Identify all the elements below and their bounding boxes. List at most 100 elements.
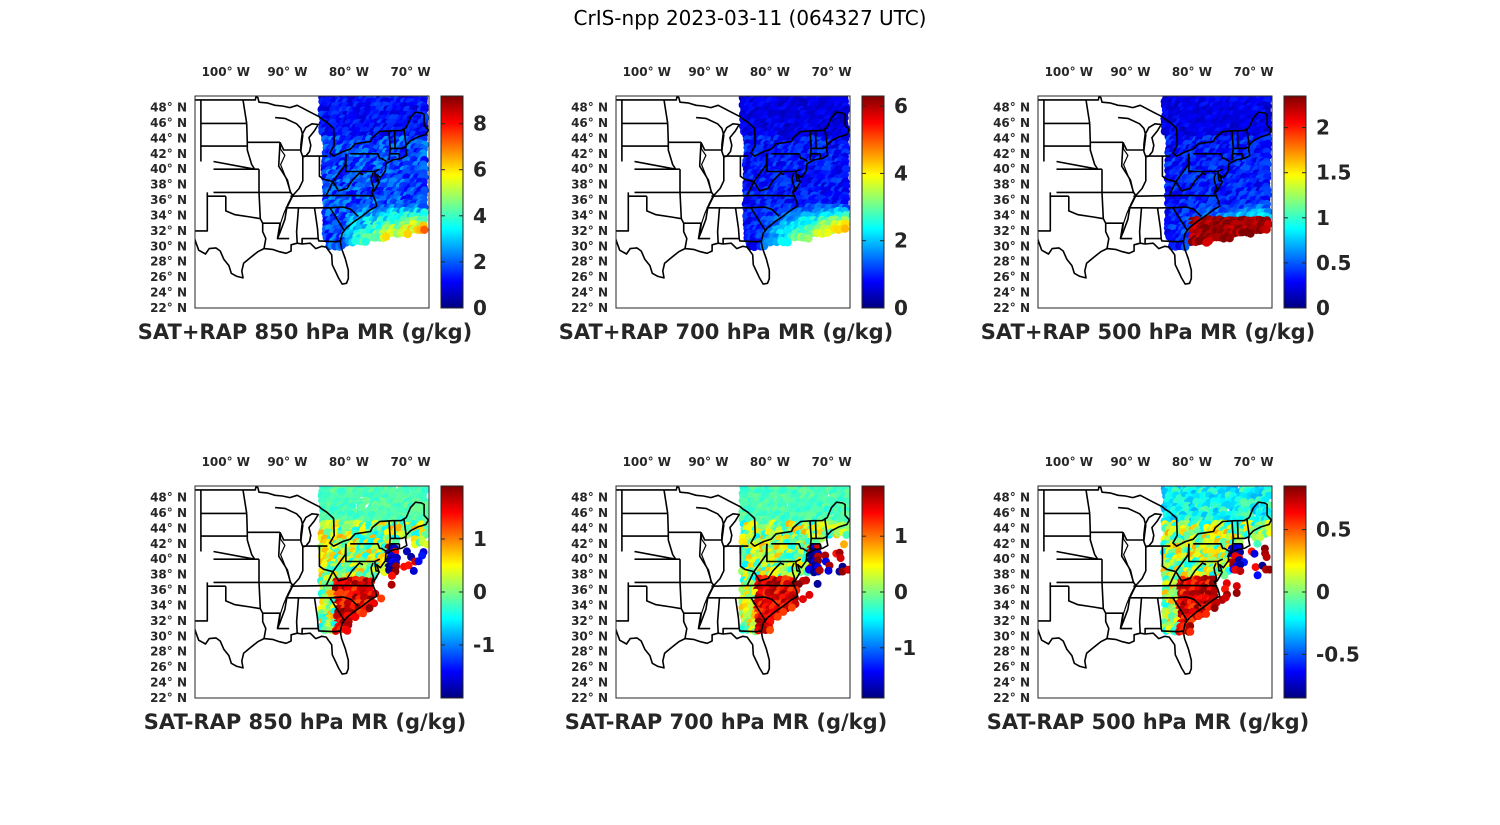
lat-tick-label: 46° N	[150, 506, 187, 520]
lon-tick-label: 90° W	[1110, 65, 1150, 79]
coastline	[616, 96, 850, 285]
data-point	[1204, 236, 1213, 246]
lat-tick-label: 26° N	[150, 660, 187, 674]
lat-tick-label: 42° N	[571, 147, 608, 161]
state-border	[1175, 172, 1207, 192]
lat-tick-label: 28° N	[993, 255, 1030, 269]
lat-tick-label: 48° N	[571, 101, 608, 115]
colorbar-tick-label: 0	[894, 296, 908, 320]
lat-tick-label: 38° N	[571, 178, 608, 192]
map-frame	[615, 95, 851, 309]
state-border	[374, 171, 380, 182]
data-point	[343, 626, 352, 635]
lon-tick-label: 100° W	[623, 65, 671, 79]
state-border	[746, 181, 755, 196]
state-border	[1172, 207, 1188, 231]
lat-tick-label: 46° N	[150, 116, 187, 130]
colorbar	[1283, 95, 1307, 309]
lat-tick-label: 26° N	[150, 270, 187, 284]
state-border	[225, 196, 260, 220]
map-frame	[615, 485, 851, 699]
lat-tick-label: 32° N	[150, 614, 187, 628]
state-border	[1168, 181, 1177, 196]
data-point	[359, 609, 367, 618]
data-point	[813, 579, 822, 588]
state-border	[403, 128, 407, 146]
lon-tick-label: 90° W	[688, 65, 728, 79]
state-border	[390, 536, 406, 540]
lat-tick-label: 32° N	[571, 224, 608, 238]
state-border	[279, 141, 301, 151]
state-border	[1038, 192, 1052, 232]
state-border	[753, 172, 785, 192]
data-point	[802, 576, 811, 585]
data-point	[423, 540, 429, 549]
state-border	[1193, 153, 1230, 163]
state-border	[242, 99, 248, 124]
colorbar-tick-label: 1	[473, 527, 487, 551]
lat-tick-label: 34° N	[150, 599, 187, 613]
coastline	[1038, 96, 1272, 285]
state-border	[713, 546, 725, 586]
map-plot: 100° W 90° W 80° W 70° W48° N46° N44° N42° …	[993, 455, 1360, 705]
data-layer	[738, 96, 850, 252]
lat-tick-label: 36° N	[571, 583, 608, 597]
state-border	[711, 584, 796, 587]
state-outlines	[195, 96, 429, 285]
lat-tick-label: 46° N	[571, 116, 608, 130]
lat-tick-label: 26° N	[571, 660, 608, 674]
lat-tick-label: 38° N	[150, 178, 187, 192]
state-border	[1160, 238, 1184, 243]
coastline	[195, 486, 429, 675]
data-point	[844, 565, 850, 574]
state-border	[1246, 128, 1250, 146]
lat-tick-label: 22° N	[150, 691, 187, 705]
colorbar-tick-label: 0	[473, 580, 487, 604]
state-border	[350, 543, 387, 553]
state-border	[393, 130, 396, 149]
lat-tick-label: 32° N	[150, 224, 187, 238]
lat-tick-label: 38° N	[993, 178, 1030, 192]
lat-tick-label: 24° N	[571, 286, 608, 300]
data-point	[783, 238, 792, 247]
state-border	[1085, 99, 1091, 124]
data-point	[351, 613, 360, 622]
lat-tick-label: 36° N	[150, 583, 187, 597]
lon-tick-label: 80° W	[1172, 65, 1212, 79]
state-border	[1101, 192, 1110, 249]
panel-sat-rap-sum-500: 100° W 90° W 80° W 70° W 48° N 46° N 44° N 42° …	[968, 60, 1352, 350]
state-border	[1068, 196, 1103, 220]
state-border	[279, 531, 301, 541]
lat-tick-label: 42° N	[571, 537, 608, 551]
data-point	[787, 603, 796, 612]
state-border	[290, 584, 375, 587]
lat-tick-label: 44° N	[150, 521, 187, 535]
lat-tick-label: 44° N	[150, 131, 187, 145]
state-border	[213, 160, 255, 170]
state-border	[345, 153, 381, 173]
state-outlines	[1038, 96, 1272, 285]
colorbar-tick-label: 0.5	[1316, 251, 1351, 275]
state-border	[242, 489, 248, 514]
state-border	[225, 586, 260, 610]
data-point	[409, 566, 418, 575]
state-border	[766, 543, 802, 563]
colorbar-tick-label: -1	[473, 633, 495, 657]
map-plot: 100° W 90° W 80° W 70° W48° N46° N44° N42° …	[150, 65, 487, 320]
state-border	[332, 172, 364, 192]
panel-sat-rap-sum-850: 100° W 90° W 80° W 70° W 48° N 46° N 44° N 42° …	[125, 60, 487, 350]
state-border	[750, 597, 766, 621]
data-point	[377, 594, 386, 603]
map-plot: 100° W 90° W 80° W 70° W48° N46° N44° N42° …	[150, 455, 495, 705]
state-border	[716, 207, 721, 244]
lat-tick-label: 48° N	[150, 491, 187, 505]
lat-tick-label: 30° N	[571, 239, 608, 253]
state-border	[1138, 207, 1143, 244]
lon-tick-label: 100° W	[1045, 65, 1093, 79]
data-point	[365, 604, 374, 613]
state-border	[245, 513, 280, 534]
state-border	[258, 192, 267, 249]
state-border	[295, 207, 300, 244]
colorbar-tick-label: 6	[473, 158, 487, 182]
lat-tick-label: 44° N	[571, 131, 608, 145]
